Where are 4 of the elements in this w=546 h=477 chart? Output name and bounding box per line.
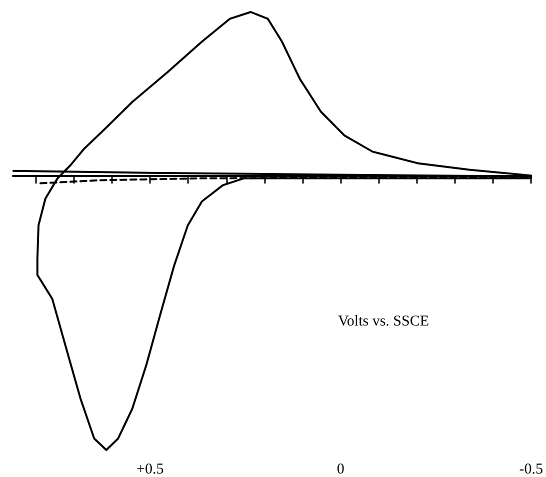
x-axis-title: Volts vs. SSCE xyxy=(338,314,430,330)
x-tick-label: -0.5 xyxy=(519,462,543,477)
x-tick-label: +0.5 xyxy=(136,462,164,477)
x-tick-label: 0 xyxy=(336,462,344,477)
